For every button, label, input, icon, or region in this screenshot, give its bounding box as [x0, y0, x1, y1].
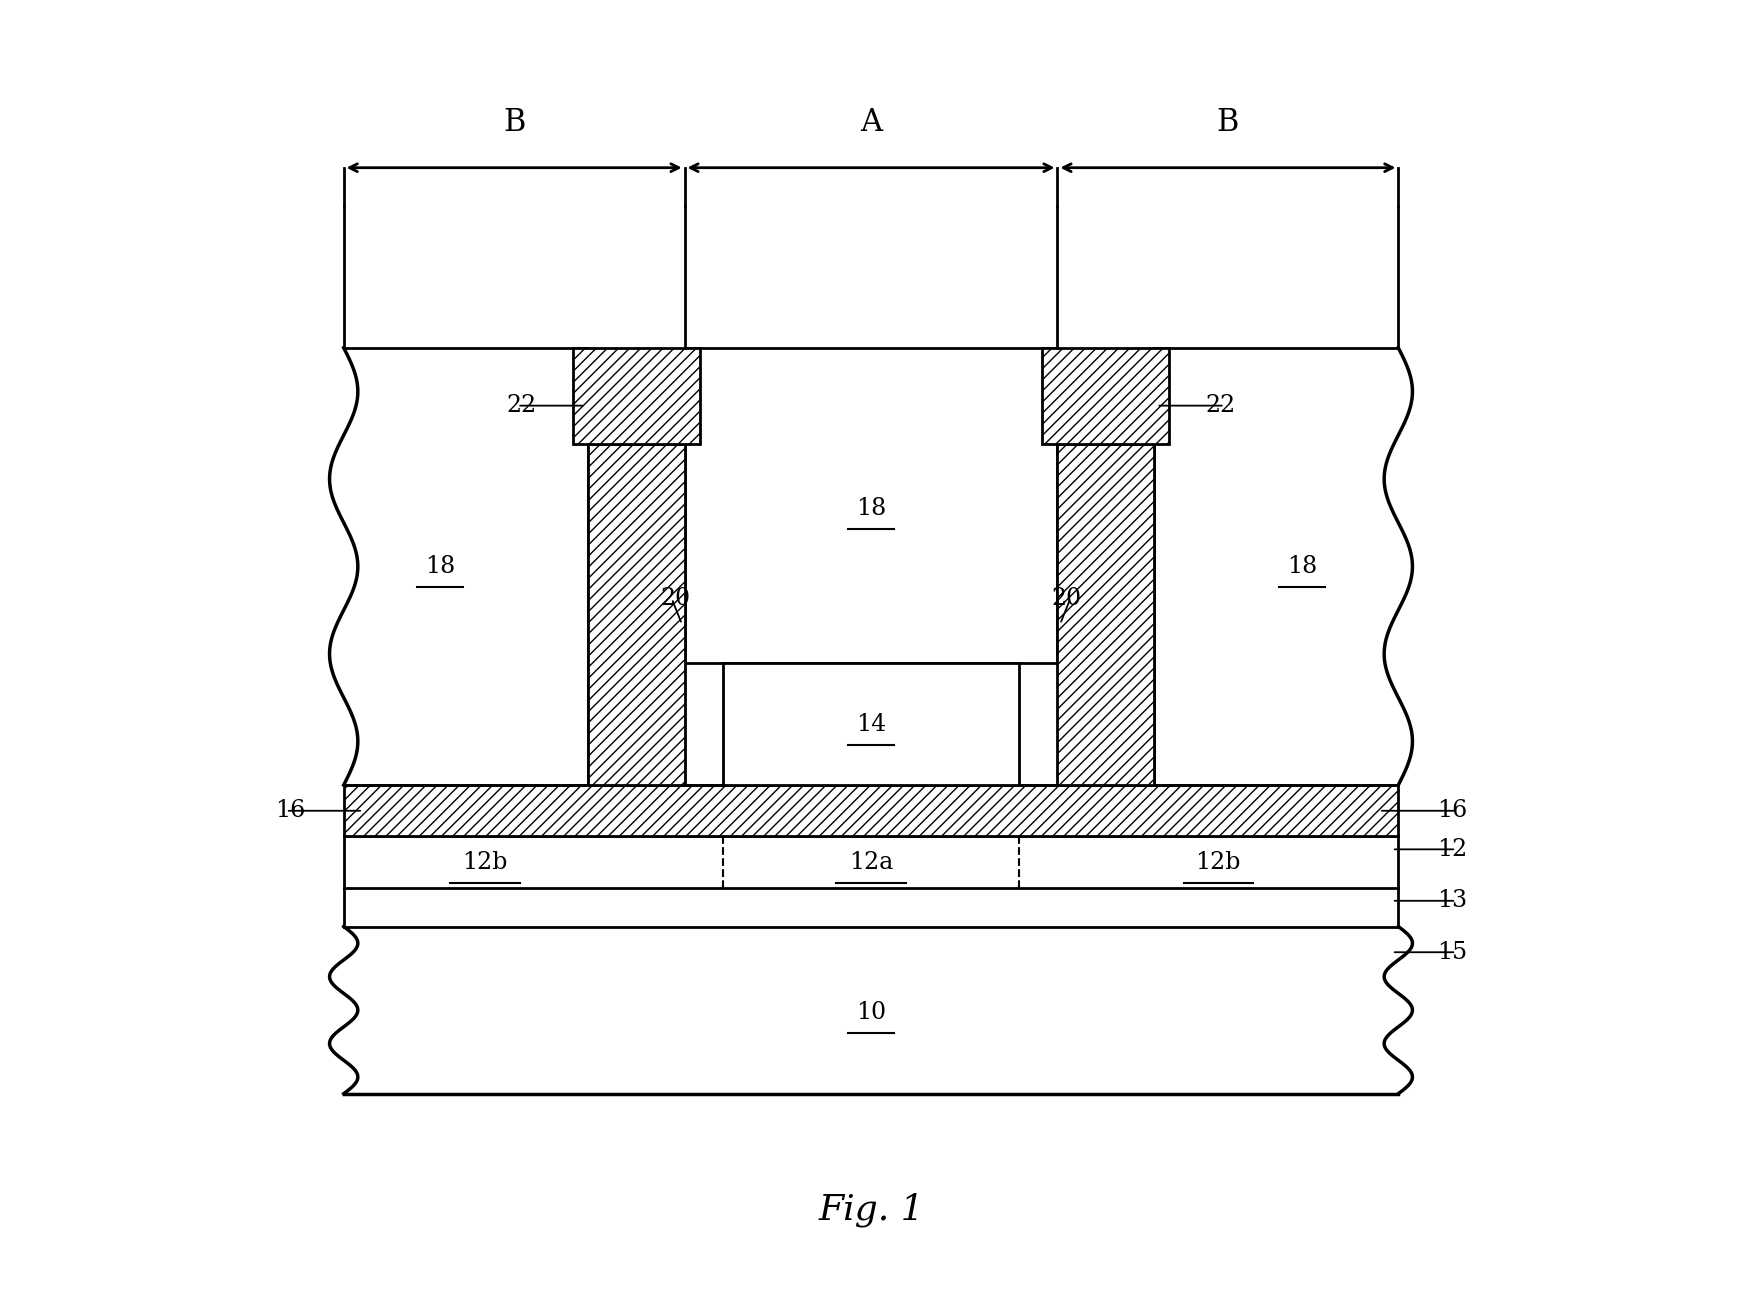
Text: 16: 16: [275, 800, 305, 823]
Text: A: A: [861, 107, 881, 138]
Text: 13: 13: [1437, 889, 1467, 913]
Text: 22: 22: [507, 394, 537, 417]
Text: 15: 15: [1437, 941, 1467, 963]
Bar: [573, 348, 700, 445]
Text: 12: 12: [1437, 837, 1467, 861]
Text: 10: 10: [855, 1001, 887, 1024]
Polygon shape: [1057, 445, 1153, 785]
Text: 12b: 12b: [1195, 850, 1240, 874]
Bar: [1042, 348, 1169, 445]
Polygon shape: [589, 445, 685, 785]
Text: 12a: 12a: [848, 850, 894, 874]
Text: 20: 20: [660, 588, 692, 610]
Text: Fig. 1: Fig. 1: [819, 1192, 923, 1227]
Text: 14: 14: [855, 714, 887, 736]
Text: 16: 16: [1437, 800, 1467, 823]
Text: 12b: 12b: [462, 850, 509, 874]
Bar: [723, 663, 1019, 785]
Bar: [343, 785, 1399, 836]
Text: B: B: [1216, 107, 1239, 138]
Text: 18: 18: [855, 497, 887, 520]
Text: 18: 18: [425, 555, 455, 578]
Text: 22: 22: [1205, 394, 1235, 417]
Text: 18: 18: [1287, 555, 1317, 578]
Text: B: B: [503, 107, 526, 138]
Bar: [685, 348, 1057, 663]
Text: 20: 20: [1050, 588, 1082, 610]
